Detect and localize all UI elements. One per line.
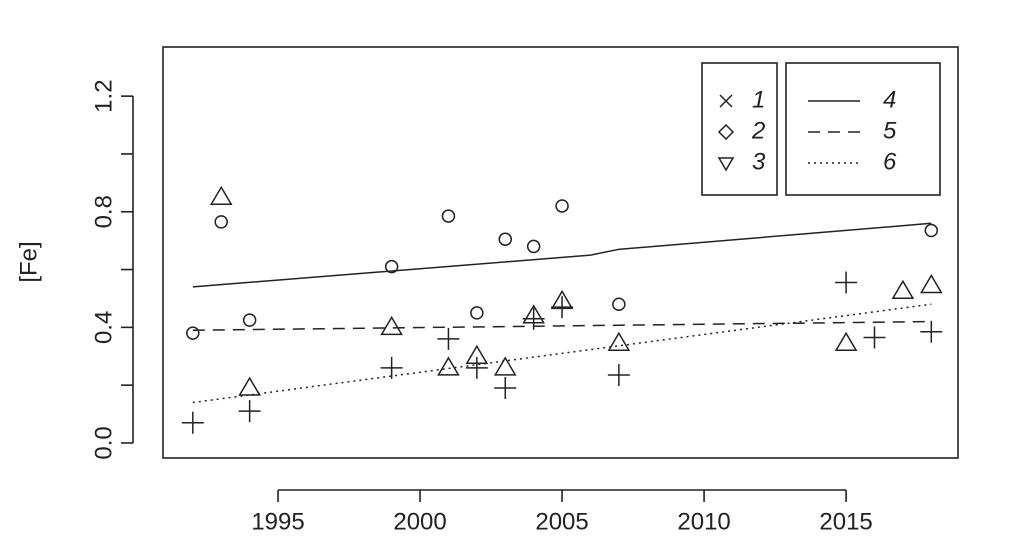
point: [441, 209, 456, 223]
point: [919, 273, 943, 294]
point: [181, 411, 204, 434]
point: [834, 331, 858, 352]
trend-line: [192, 222, 932, 288]
point: [494, 377, 517, 400]
y-tick-label: 0.0: [90, 426, 117, 459]
y-tick-label: 1.2: [90, 79, 117, 112]
point: [555, 199, 569, 213]
point: [607, 364, 630, 387]
point: [920, 320, 943, 343]
trend-line: [192, 320, 932, 331]
plot-box: [162, 46, 959, 459]
point: [470, 306, 484, 320]
point: [437, 356, 460, 376]
legend-label: 2: [751, 117, 765, 144]
point: [209, 185, 233, 206]
point: [607, 331, 631, 352]
point: [891, 279, 915, 299]
y-axis-title: [Fe]: [15, 241, 42, 282]
point: [498, 232, 513, 246]
legend-label: 3: [752, 148, 766, 175]
legend-box: [785, 62, 941, 196]
legend-label: 4: [883, 86, 896, 113]
legend-symbol: [719, 94, 733, 108]
point: [465, 356, 488, 379]
point: [238, 376, 261, 396]
x-tick-label: 1995: [251, 508, 304, 535]
point: [437, 327, 460, 350]
point: [214, 215, 228, 229]
x-tick-label: 2000: [393, 508, 446, 535]
x-tick-label: 2015: [819, 508, 872, 535]
point: [924, 223, 939, 238]
legend-label: 6: [883, 148, 897, 175]
point: [551, 296, 574, 319]
point: [380, 356, 403, 379]
point: [380, 315, 403, 336]
y-tick-label: 0.4: [90, 311, 117, 344]
point: [863, 326, 886, 349]
point: [186, 326, 200, 340]
legend-label: 1: [752, 86, 765, 113]
legend-symbol: [717, 123, 735, 141]
legend-symbol: [717, 157, 735, 172]
point: [612, 297, 626, 311]
point: [242, 313, 257, 327]
legend-label: 5: [883, 117, 897, 144]
point: [238, 400, 261, 423]
point: [526, 239, 541, 254]
legend-box: [701, 62, 778, 196]
point: [493, 356, 517, 376]
x-tick-label: 2005: [535, 508, 588, 535]
x-tick-label: 2010: [677, 508, 730, 535]
trend-line: [192, 303, 932, 404]
point: [835, 271, 858, 294]
y-tick-label: 0.8: [90, 195, 117, 228]
point: [384, 259, 399, 274]
